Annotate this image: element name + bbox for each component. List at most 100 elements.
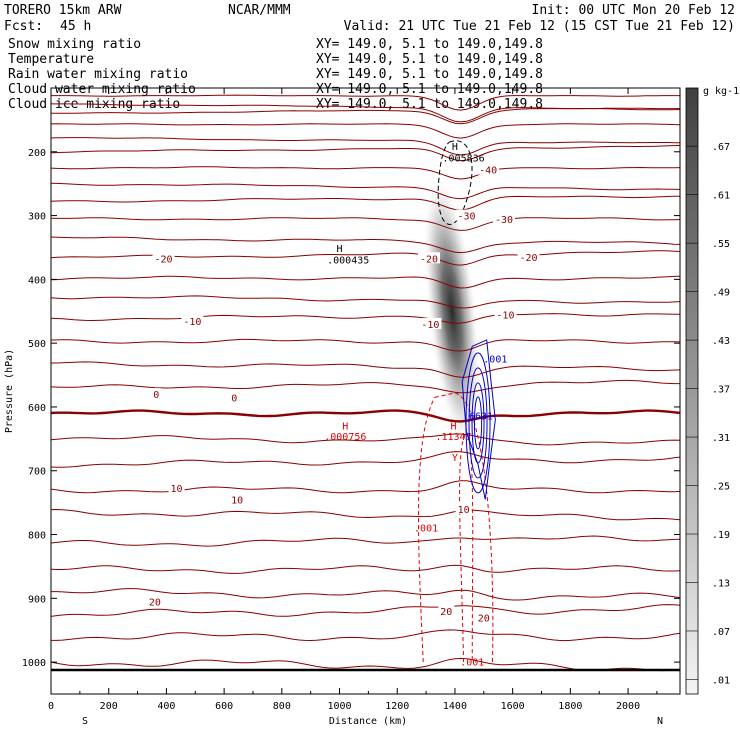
- isotherm-label-bg: [417, 252, 440, 264]
- plot-frame: [50, 87, 681, 695]
- x-axis-south-label: S: [82, 716, 88, 727]
- isotherm-line: [51, 338, 680, 352]
- isotherm-line: [51, 144, 680, 162]
- colorbar-label: .43: [712, 336, 730, 347]
- isotherm-label: 20: [440, 607, 452, 618]
- x-tick-label: 400: [157, 701, 175, 712]
- isotherm-label-bg: [152, 252, 175, 264]
- isotherm-label: -40: [479, 166, 497, 177]
- cloud-water-contour-inner: [473, 396, 483, 450]
- colorbar-label: .19: [712, 530, 730, 541]
- isotherm-line: [51, 588, 680, 601]
- colorbar-label: .25: [712, 482, 730, 493]
- isotherm-line: [51, 480, 680, 494]
- isotherm-label: 0: [231, 393, 237, 404]
- isotherm-label: 20: [149, 598, 161, 609]
- x-tick-label: 200: [100, 701, 118, 712]
- isotherm-label: -30: [495, 215, 513, 226]
- isotherm-label: -20: [154, 254, 172, 265]
- cloud-water-max-value: .6631: [463, 412, 493, 423]
- isotherm-line: [51, 508, 680, 521]
- y-axis-title: Pressure (hPa): [4, 349, 15, 433]
- snow-colorbar: g kg-1 .67 .61 .55 .49 .43 .37 .31 .25 .19 .13 .07…: [685, 86, 739, 695]
- x-axis-title: Distance (km): [329, 716, 407, 727]
- isotherm-line: [51, 629, 680, 642]
- colorbar-label: .13: [712, 578, 730, 589]
- x-tick-label: 1400: [443, 701, 467, 712]
- isotherm-label-bg: [492, 212, 515, 224]
- x-tick-label: 0: [48, 701, 54, 712]
- isotherm-label: 10: [231, 495, 243, 506]
- rain-extra-mark: Y: [452, 453, 458, 464]
- snow-max-marker: H: [337, 244, 343, 255]
- cloud-ice-max-value: .005836: [443, 153, 485, 164]
- contour-labels: -40 -30 -30 -20 -20 -20 -10 -10 -10 0 0 10 10 10 20 20 2…: [146, 163, 540, 624]
- colorbar-label: .61: [712, 191, 730, 202]
- isotherm-label: 10: [170, 484, 182, 495]
- isotherm-label-bg: [146, 595, 163, 607]
- field-range-cloud-water: XY= 149.0, 5.1 to 149.0,149.8: [316, 82, 543, 97]
- y-tick-label: 300: [28, 212, 46, 223]
- cloud-ice-max-marker: H: [452, 142, 458, 153]
- y-tick-label: 400: [28, 275, 46, 286]
- isotherm-line: [51, 182, 680, 200]
- isotherm-line: [51, 604, 680, 617]
- isotherm-line: [51, 195, 680, 211]
- field-name-temperature: Temperature: [8, 52, 94, 67]
- isotherm-label-bg: [229, 493, 246, 505]
- y-tick-label: 600: [28, 403, 46, 414]
- field-name-cloud-water: Cloud water mixing ratio: [8, 82, 196, 97]
- org-title: NCAR/MMM: [228, 3, 291, 18]
- isotherm-line: [51, 535, 680, 547]
- cloud-water-contours: .001 .6631: [461, 339, 507, 500]
- isotherm-label-bg: [419, 318, 442, 330]
- rain-contour-label: .001: [460, 657, 484, 668]
- rain-contour-outer-right: [434, 392, 494, 663]
- isotherm-label-bg: [494, 308, 517, 320]
- x-tick-label: 2000: [616, 701, 640, 712]
- isotherm-label-bg: [455, 209, 478, 221]
- isotherm-line: [51, 379, 680, 394]
- colorbar-label: .55: [712, 239, 730, 250]
- valid-time: Valid: 21 UTC Tue 21 Feb 12 (15 CST Tue …: [344, 19, 735, 34]
- cloud-ice-contour: [437, 140, 473, 225]
- isotherm-line: [51, 433, 680, 446]
- isotherm-label-bg: [181, 314, 204, 326]
- colorbar-label: .67: [712, 142, 730, 153]
- isotherm-line: [51, 103, 680, 123]
- cloud-water-contour-label: .001: [483, 354, 507, 365]
- field-range-snow: XY= 149.0, 5.1 to 149.0,149.8: [316, 37, 543, 52]
- rain-max-marker: H: [450, 421, 456, 432]
- init-time: Init: 00 UTC Mon 20 Feb 12: [532, 3, 736, 18]
- cloud-water-contour-inner: [465, 352, 491, 494]
- isotherm-label: 20: [478, 613, 490, 624]
- colorbar-label: .01: [712, 675, 730, 686]
- temperature-isotherms: [51, 94, 680, 672]
- x-tick-label: 1800: [558, 701, 582, 712]
- cloud-water-contour-outer: [461, 339, 496, 500]
- isotherm-label-bg: [151, 388, 162, 400]
- isotherm-label: -10: [183, 317, 201, 328]
- colorbar-label: .49: [712, 288, 730, 299]
- isotherm-label-bg: [168, 481, 185, 493]
- rain-contour-label: .001: [414, 523, 438, 534]
- cloud-water-contour-inner: [468, 367, 488, 479]
- model-title: TORERO 15km ARW: [4, 3, 122, 18]
- isotherm-label: -20: [420, 254, 438, 265]
- isotherm-label: -10: [421, 320, 439, 331]
- colorbar-gradient: [685, 87, 699, 695]
- isotherm-line: [51, 166, 680, 180]
- field-range-temperature: XY= 149.0, 5.1 to 149.0,149.8: [316, 52, 543, 67]
- y-tick-label: 900: [28, 594, 46, 605]
- isotherm-label-bg: [477, 163, 500, 175]
- x-tick-label: 800: [273, 701, 291, 712]
- x-axis-north-label: N: [657, 716, 663, 727]
- isotherm-line: [51, 94, 680, 111]
- rain-max-value: .11347: [435, 432, 471, 443]
- colorbar-label: .07: [712, 627, 730, 638]
- isotherm-label: 0: [153, 390, 159, 401]
- isotherm-line: [51, 123, 680, 139]
- isotherm-line: [51, 361, 680, 378]
